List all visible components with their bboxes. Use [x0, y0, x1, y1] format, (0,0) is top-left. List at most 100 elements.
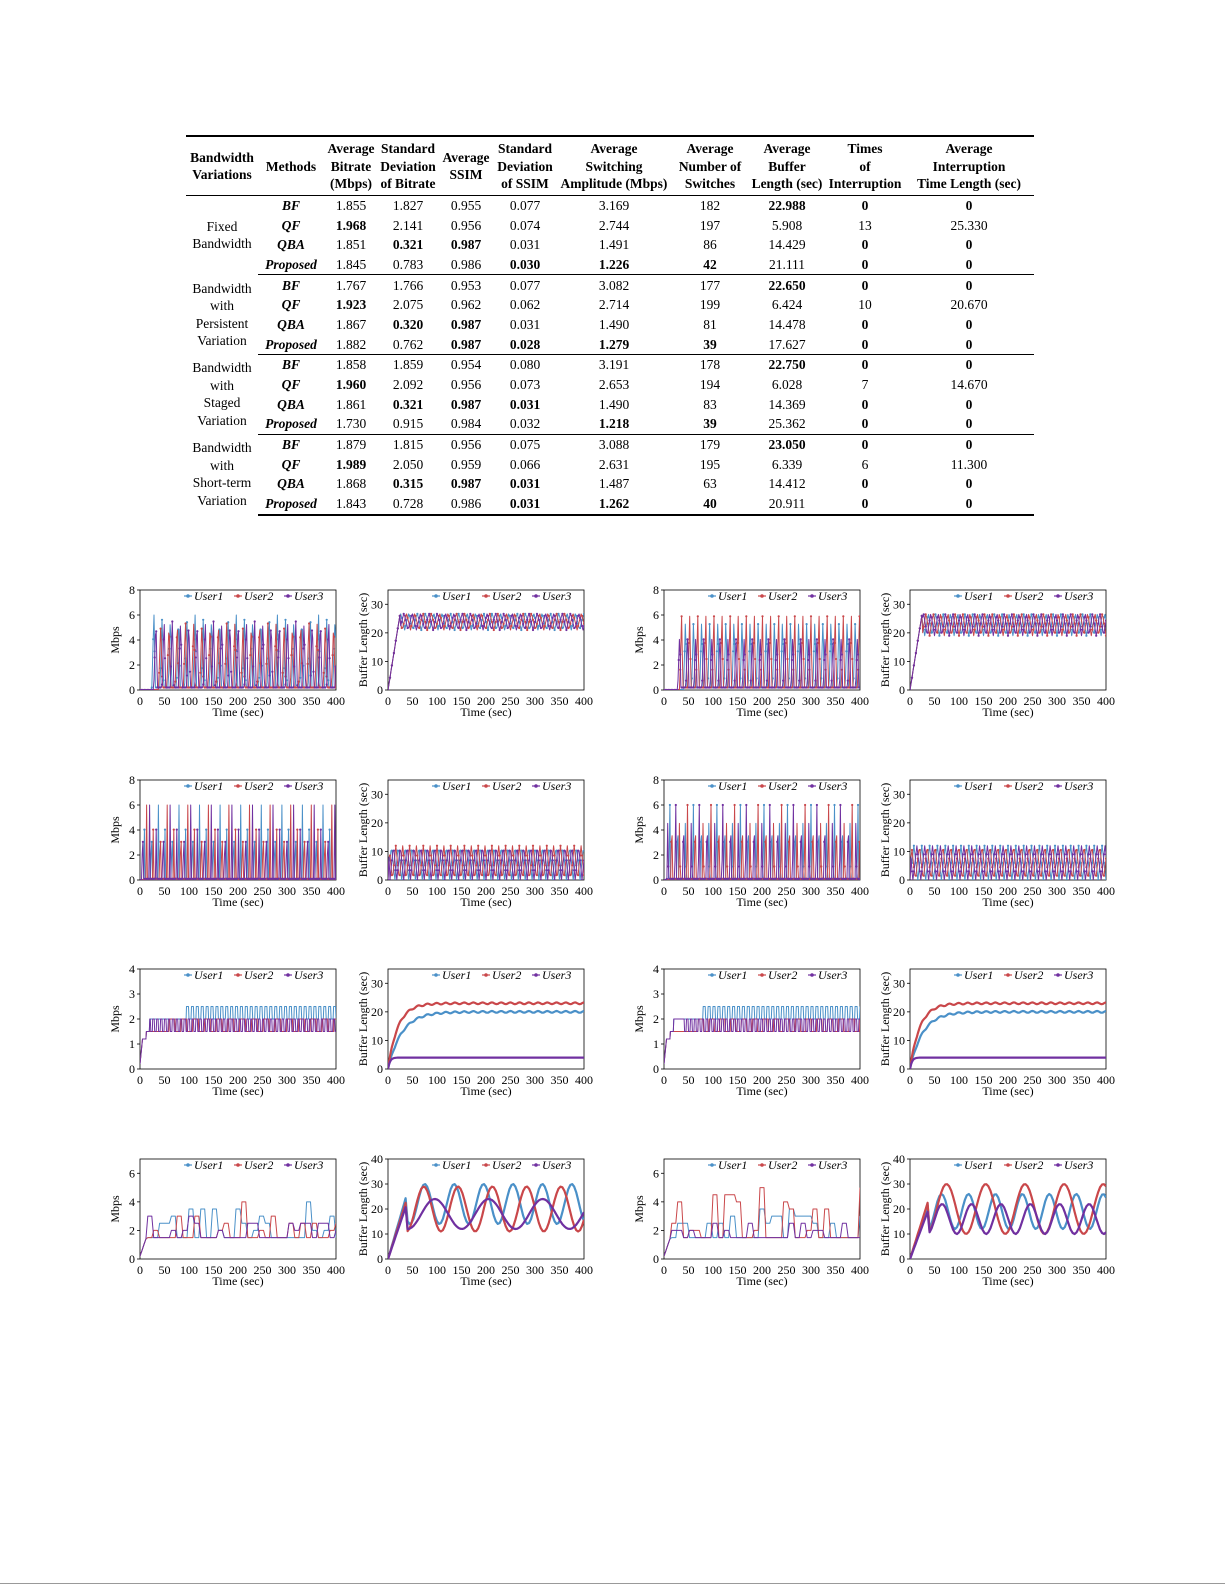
legend-marker [1056, 1163, 1060, 1167]
data-point [1065, 853, 1068, 856]
x-tick-label: 400 [327, 694, 345, 708]
data-point [445, 626, 448, 630]
data-point [987, 878, 990, 880]
y-axis-label: Mbps [632, 816, 646, 844]
data-point [451, 616, 454, 619]
data-point [855, 658, 858, 662]
x-tick-label: 0 [661, 1263, 667, 1277]
data-point [268, 674, 271, 677]
data-point [469, 612, 472, 615]
value-cell: 6.424 [771, 297, 803, 313]
data-point [987, 634, 990, 637]
data-point [185, 674, 189, 677]
x-tick-label: 300 [802, 884, 820, 898]
data-point [682, 840, 685, 843]
data-point [948, 619, 951, 622]
data-point [457, 626, 460, 630]
series-line-user3 [140, 621, 336, 690]
legend-marker [1056, 594, 1060, 598]
data-point [296, 828, 299, 831]
data-point [809, 615, 813, 618]
data-point [914, 853, 917, 856]
data-point [1081, 878, 1084, 880]
x-tick-label: 250 [254, 884, 272, 898]
value-cell: 0.728 [378, 493, 438, 516]
data-point [439, 626, 442, 630]
data-point [946, 631, 949, 634]
value-cell: 1.968 [335, 217, 367, 233]
y-tick-label: 0 [377, 873, 383, 887]
data-point [1032, 874, 1035, 877]
x-tick-label: 250 [778, 1073, 796, 1087]
data-point [798, 679, 801, 682]
data-point [705, 657, 708, 661]
legend-marker [810, 784, 814, 788]
x-tick-label: 300 [526, 694, 544, 708]
x-tick-label: 50 [929, 1073, 941, 1087]
data-point [856, 653, 860, 656]
value-cell: 0 [826, 414, 904, 435]
data-point [285, 638, 289, 641]
data-point [482, 612, 486, 615]
legend-label: User2 [244, 779, 273, 793]
legend-marker [236, 973, 240, 977]
data-point [936, 844, 939, 847]
legend-label: User2 [1014, 589, 1043, 603]
data-point [224, 840, 227, 843]
data-point [200, 686, 203, 689]
x-tick-label: 100 [704, 1073, 722, 1087]
table-row: QBA 1.867 0.320 0.987 0.031 1.490 81 14.478 0 0 [186, 315, 1034, 335]
x-tick-label: 250 [778, 884, 796, 898]
data-point [983, 613, 986, 616]
data-point [977, 634, 980, 637]
y-tick-label: 10 [893, 844, 905, 858]
data-point [1101, 625, 1104, 628]
x-tick-label: 100 [704, 694, 722, 708]
data-point [432, 874, 435, 877]
data-point [999, 616, 1002, 619]
data-point [1010, 625, 1013, 628]
data-point [187, 629, 190, 632]
data-point [999, 631, 1002, 634]
data-point [832, 638, 835, 641]
data-point [811, 840, 814, 843]
data-point [492, 628, 495, 632]
data-point [1099, 870, 1102, 873]
data-point [792, 653, 795, 656]
data-point [325, 618, 328, 621]
y-tick-label: 0 [653, 1062, 659, 1076]
data-point [455, 859, 458, 862]
data-point [1004, 622, 1008, 625]
data-point [846, 642, 849, 646]
legend-marker [286, 784, 290, 788]
column-header: Methods [258, 135, 324, 196]
data-point [948, 878, 951, 880]
data-point [582, 612, 584, 615]
value-cell: 1.226 [556, 254, 672, 276]
data-point [309, 621, 312, 624]
data-point [168, 635, 171, 638]
data-point [216, 636, 219, 639]
data-point [551, 859, 554, 862]
data-point [673, 877, 676, 880]
legend-marker [760, 973, 764, 977]
data-point [848, 638, 851, 641]
data-point [969, 874, 972, 877]
data-point [315, 645, 318, 648]
data-point [926, 631, 929, 634]
data-point [971, 853, 974, 856]
data-point [547, 869, 550, 872]
data-point [496, 859, 499, 862]
value-cell: 14.670 [950, 377, 988, 393]
x-tick-label: 50 [407, 1073, 419, 1087]
data-point [175, 676, 178, 679]
data-point [150, 840, 153, 843]
value-cell: 0 [904, 254, 1034, 276]
data-point [244, 840, 247, 843]
data-point [1069, 613, 1072, 616]
data-point [1044, 631, 1047, 634]
x-axis-label: Time (sec) [982, 705, 1033, 719]
data-point [1030, 844, 1033, 847]
data-point [1083, 870, 1086, 873]
